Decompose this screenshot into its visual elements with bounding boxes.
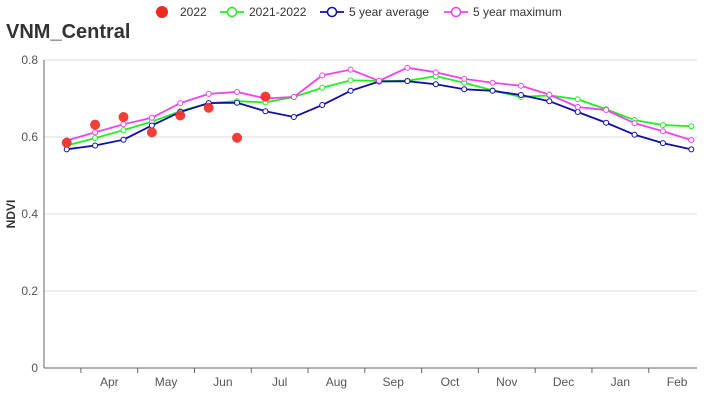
data-point bbox=[574, 108, 581, 115]
data-point bbox=[461, 86, 468, 93]
x-tick-label: Sep bbox=[383, 375, 405, 389]
data-point bbox=[432, 69, 439, 76]
data-point bbox=[262, 108, 269, 115]
y-tick-label: 0.6 bbox=[21, 130, 38, 144]
data-point bbox=[659, 128, 666, 135]
data-point bbox=[347, 66, 354, 73]
legend-item-5-year-maximum: 5 year maximum bbox=[444, 5, 562, 19]
data-point bbox=[461, 75, 468, 82]
data-point bbox=[319, 72, 326, 79]
data-point bbox=[546, 91, 553, 98]
data-point bbox=[290, 93, 297, 100]
data-point bbox=[234, 88, 241, 95]
data-point bbox=[290, 113, 297, 120]
data-point bbox=[92, 129, 99, 136]
x-tick-label: Jul bbox=[272, 375, 287, 389]
series-line bbox=[66, 80, 692, 151]
data-point bbox=[574, 103, 581, 110]
legend-label: 5 year average bbox=[349, 5, 429, 19]
y-axis-label: NDVI bbox=[4, 200, 18, 229]
data-point bbox=[489, 79, 496, 86]
legend-label: 2022 bbox=[180, 5, 207, 19]
data-point bbox=[120, 121, 127, 128]
x-tick-label: Nov bbox=[496, 375, 517, 389]
data-point bbox=[659, 140, 666, 147]
x-axis: Apr May Jun Jul Aug Sep Oct Nov Dec Jan Feb bbox=[43, 60, 697, 389]
x-tick-label: Apr bbox=[100, 375, 119, 389]
data-point bbox=[546, 98, 553, 105]
legend-item-2022: 2022 bbox=[156, 5, 207, 19]
data-point bbox=[234, 99, 241, 106]
data-point bbox=[118, 111, 129, 122]
data-point bbox=[61, 137, 72, 148]
data-point bbox=[631, 131, 638, 138]
data-point bbox=[404, 78, 411, 85]
data-point bbox=[120, 136, 127, 143]
legend-item-2021-2022: 2021-2022 bbox=[220, 5, 307, 19]
legend-label: 2021-2022 bbox=[249, 5, 307, 19]
data-point bbox=[319, 84, 326, 91]
legend-label: 5 year maximum bbox=[473, 5, 562, 19]
legend-marker bbox=[226, 6, 238, 18]
data-point bbox=[631, 120, 638, 127]
data-point bbox=[659, 122, 666, 129]
x-tick-label: Jun bbox=[213, 375, 232, 389]
data-point bbox=[148, 122, 155, 129]
data-point bbox=[120, 127, 127, 134]
y-tick-label: 0 bbox=[31, 361, 38, 375]
x-tick-label: Jan bbox=[611, 375, 630, 389]
data-point bbox=[92, 142, 99, 149]
data-point bbox=[175, 110, 186, 121]
data-point bbox=[347, 77, 354, 84]
legend-item-5-year-average: 5 year average bbox=[320, 5, 429, 19]
data-point bbox=[260, 91, 271, 102]
legend-marker bbox=[450, 6, 462, 18]
x-tick-label: May bbox=[155, 375, 178, 389]
data-point bbox=[319, 102, 326, 109]
data-point bbox=[688, 123, 695, 130]
y-tick-labels: 0 0.2 0.4 0.6 0.8 bbox=[21, 53, 38, 375]
series-0 bbox=[61, 91, 271, 148]
x-tick-label: Oct bbox=[441, 375, 460, 389]
data-point bbox=[146, 127, 157, 138]
data-point bbox=[404, 64, 411, 71]
x-tick-label: Dec bbox=[553, 375, 574, 389]
legend-marker bbox=[156, 6, 168, 18]
data-point bbox=[205, 90, 212, 97]
chart-title: VNM_Central bbox=[6, 21, 130, 43]
data-point bbox=[517, 92, 524, 99]
series-line bbox=[66, 75, 692, 147]
data-point bbox=[517, 82, 524, 89]
data-point bbox=[603, 107, 610, 114]
y-tick-label: 0.8 bbox=[21, 53, 38, 67]
data-point bbox=[376, 77, 383, 84]
data-point bbox=[432, 81, 439, 88]
series-layer bbox=[61, 64, 695, 153]
x-tick-label: Aug bbox=[326, 375, 347, 389]
series-3 bbox=[63, 64, 695, 144]
data-point bbox=[688, 146, 695, 153]
data-point bbox=[347, 87, 354, 94]
y-tick-label: 0.4 bbox=[21, 207, 38, 221]
data-point bbox=[92, 135, 99, 142]
chart-legend: 2022 2021-2022 5 year average 5 year maximu… bbox=[156, 5, 562, 19]
data-point bbox=[203, 102, 214, 113]
data-point bbox=[574, 96, 581, 103]
y-tick-label: 0.2 bbox=[21, 284, 38, 298]
legend-marker bbox=[326, 6, 338, 18]
data-point bbox=[232, 132, 243, 143]
data-point bbox=[688, 137, 695, 144]
data-point bbox=[90, 119, 101, 130]
data-point bbox=[148, 114, 155, 121]
x-tick-label: Feb bbox=[667, 375, 688, 389]
data-point bbox=[177, 100, 184, 107]
data-point bbox=[489, 87, 496, 94]
data-point bbox=[603, 119, 610, 126]
